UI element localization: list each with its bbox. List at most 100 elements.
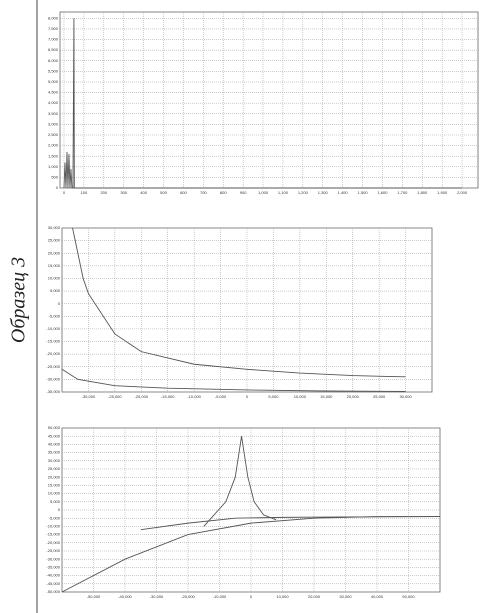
y-tick-label: 500 <box>51 174 58 179</box>
x-tick-label: 100 <box>81 190 88 195</box>
y-tick-label: 30,000 <box>48 225 61 230</box>
y-tick-label: -15,000 <box>46 339 60 344</box>
y-tick-label: -25,000 <box>46 364 60 369</box>
x-tick-label: -10,000 <box>213 594 227 599</box>
y-tick-label: -40,000 <box>46 573 60 578</box>
y-tick-label: 20,000 <box>48 250 61 255</box>
y-tick-label: 6,000 <box>48 58 59 63</box>
x-tick-label: 10,000 <box>294 394 307 399</box>
y-tick-label: 25,000 <box>48 466 61 471</box>
y-tick-label: 5,000 <box>48 79 59 84</box>
x-tick-label: 30,000 <box>339 594 352 599</box>
y-tick-label: -20,000 <box>46 540 60 545</box>
x-tick-label: 5,000 <box>268 394 279 399</box>
x-tick-label: 600 <box>180 190 187 195</box>
y-tick-label: 1,500 <box>48 153 59 158</box>
x-tick-label: 1,200 <box>298 190 309 195</box>
x-tick-label: 25,000 <box>373 394 386 399</box>
x-tick-label: 500 <box>160 190 167 195</box>
y-tick-label: 20,000 <box>48 474 61 479</box>
x-tick-label: -10,000 <box>187 394 201 399</box>
y-tick-label: -10,000 <box>46 326 60 331</box>
y-tick-label: 2,500 <box>48 132 59 137</box>
x-tick-label: -50,000 <box>87 594 101 599</box>
x-tick-label: -40,000 <box>118 594 132 599</box>
y-tick-label: 7,500 <box>48 26 59 31</box>
x-tick-label: 1,400 <box>338 190 349 195</box>
x-tick-label: 1,100 <box>278 190 289 195</box>
x-tick-label: 300 <box>120 190 127 195</box>
x-tick-label: 700 <box>200 190 207 195</box>
x-tick-label: 2,000 <box>457 190 468 195</box>
x-tick-label: 1,800 <box>417 190 428 195</box>
y-tick-label: -15,000 <box>46 532 60 537</box>
x-tick-label: 20,000 <box>347 394 360 399</box>
y-tick-label: 15,000 <box>48 482 61 487</box>
x-tick-label: -5,000 <box>215 394 227 399</box>
y-tick-label: 10,000 <box>48 491 61 496</box>
x-tick-label: 50,000 <box>402 594 415 599</box>
y-tick-label: -30,000 <box>46 376 60 381</box>
x-tick-label: 10,000 <box>276 594 289 599</box>
y-tick-label: 5,500 <box>48 68 59 73</box>
y-tick-label: -50,000 <box>46 589 60 594</box>
data-line <box>140 516 441 531</box>
x-tick-label: 1,900 <box>437 190 448 195</box>
x-tick-label: 1,500 <box>358 190 369 195</box>
data-line <box>61 368 406 392</box>
x-tick-label: -30,000 <box>150 594 164 599</box>
x-tick-label: -25,000 <box>108 394 122 399</box>
y-tick-label: 0 <box>58 301 61 306</box>
y-tick-label: -5,000 <box>49 313 61 318</box>
x-tick-label: 1,000 <box>258 190 269 195</box>
y-tick-label: -35,000 <box>46 389 60 394</box>
x-tick-label: -30,000 <box>82 394 96 399</box>
y-tick-label: 8,000 <box>48 15 59 20</box>
y-tick-label: 3,500 <box>48 111 59 116</box>
x-tick-label: 0 <box>63 190 66 195</box>
y-tick-label: -20,000 <box>46 351 60 356</box>
x-tick-label: 0 <box>250 594 253 599</box>
x-tick-label: 1,300 <box>318 190 329 195</box>
x-tick-label: -20,000 <box>181 594 195 599</box>
side-label: Образец 3 <box>8 257 30 343</box>
y-tick-label: -45,000 <box>46 581 60 586</box>
x-tick-label: 40,000 <box>371 594 384 599</box>
y-tick-label: 1,000 <box>48 164 59 169</box>
y-tick-label: -30,000 <box>46 556 60 561</box>
x-tick-label: 1,600 <box>377 190 388 195</box>
y-tick-label: 15,000 <box>48 263 61 268</box>
x-tick-label: 15,000 <box>320 394 333 399</box>
x-tick-label: 900 <box>240 190 247 195</box>
y-tick-label: 50,000 <box>48 425 61 430</box>
x-tick-label: -15,000 <box>161 394 175 399</box>
y-tick-label: 4,500 <box>48 90 59 95</box>
y-tick-label: -25,000 <box>46 548 60 553</box>
x-tick-label: 800 <box>220 190 227 195</box>
y-tick-label: 25,000 <box>48 238 61 243</box>
data-line <box>203 436 277 527</box>
y-tick-label: -10,000 <box>46 523 60 528</box>
x-tick-label: 20,000 <box>308 594 321 599</box>
y-tick-label: 30,000 <box>48 458 61 463</box>
data-line <box>63 18 463 189</box>
y-tick-label: 2,000 <box>48 143 59 148</box>
y-tick-label: -5,000 <box>49 515 61 520</box>
plot-area <box>59 11 479 189</box>
x-tick-label: 400 <box>140 190 147 195</box>
y-tick-label: 45,000 <box>48 433 61 438</box>
x-tick-label: 1,700 <box>397 190 408 195</box>
y-tick-label: 5,000 <box>50 499 61 504</box>
data-line <box>72 227 406 378</box>
x-tick-label: 30,000 <box>399 394 412 399</box>
x-tick-label: -20,000 <box>134 394 148 399</box>
y-tick-label: 10,000 <box>48 276 61 281</box>
y-tick-label: 40,000 <box>48 441 61 446</box>
y-tick-label: 0 <box>56 185 59 190</box>
y-tick-label: 35,000 <box>48 450 61 455</box>
x-tick-label: 200 <box>100 190 107 195</box>
y-tick-label: 5,000 <box>50 288 61 293</box>
y-tick-label: 6,500 <box>48 47 59 52</box>
y-tick-label: 3,000 <box>48 121 59 126</box>
